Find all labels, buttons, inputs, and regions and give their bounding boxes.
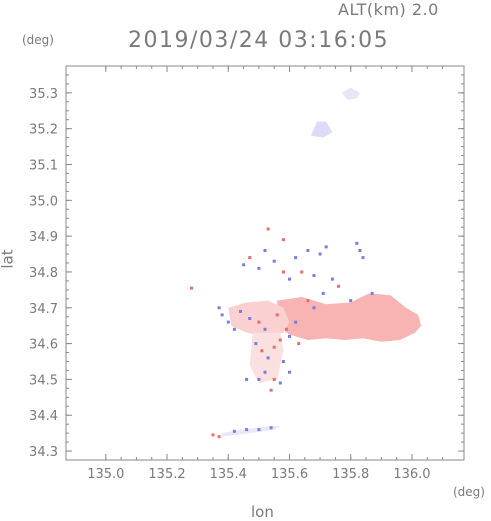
echo-region-south-strip xyxy=(222,426,281,437)
y-tick-label: 35.2 xyxy=(29,123,58,138)
echo-cell xyxy=(281,238,285,242)
echo-cell xyxy=(272,259,276,263)
echo-cell xyxy=(232,327,236,331)
y-ticks: 34.3 34.4 34.5 34.6 34.7 34.8 34.9 35.0 35.1 35.2… xyxy=(29,74,464,460)
echo-cell xyxy=(318,252,322,256)
echo-cell xyxy=(361,256,365,260)
echo-region-ne-cloud-2 xyxy=(310,121,333,138)
x-axis-label: lon xyxy=(251,503,274,521)
altitude-label: ALT(km) 2.0 xyxy=(338,0,439,19)
plot-frame xyxy=(65,65,465,461)
echo-region-south-plume xyxy=(249,332,284,383)
echo-cell xyxy=(269,426,273,430)
echo-cell xyxy=(254,342,258,346)
timestamp-title: 2019/03/24 03:16:05 xyxy=(128,28,390,53)
y-tick-label: 35.3 xyxy=(29,87,58,102)
echo-cell xyxy=(260,349,264,353)
y-tick-label: 35.1 xyxy=(29,159,58,174)
y-tick-label: 34.8 xyxy=(29,266,58,281)
echo-cell xyxy=(257,428,261,432)
echo-cell xyxy=(220,313,224,317)
echo-cell xyxy=(312,306,316,310)
x-ticks: 135.0 135.2 135.4 135.6 135.8 136.0 xyxy=(87,66,444,482)
y-tick-label: 34.3 xyxy=(29,445,58,460)
x-tick-label: 135.4 xyxy=(210,467,247,482)
echo-cell xyxy=(281,360,285,363)
echo-cell xyxy=(306,299,310,303)
x-tick-label: 135.8 xyxy=(332,467,369,482)
y-tick-label: 35.0 xyxy=(29,194,58,209)
echo-cell xyxy=(275,313,279,317)
x-tick-label: 136.0 xyxy=(393,467,430,482)
echo-cell xyxy=(288,277,291,281)
echo-cell xyxy=(257,377,261,381)
echo-regions xyxy=(222,87,422,437)
echo-cell xyxy=(257,320,261,324)
echo-cell xyxy=(211,433,215,437)
echo-cell xyxy=(245,428,249,432)
echo-cell xyxy=(337,284,340,288)
echo-cell xyxy=(245,377,249,381)
echo-cell xyxy=(278,381,282,385)
y-tick-label: 34.7 xyxy=(29,302,58,317)
y-tick-label: 34.9 xyxy=(29,230,58,245)
echo-cell xyxy=(263,370,267,374)
echo-region-ne-cloud-1 xyxy=(341,87,360,100)
echo-cell xyxy=(278,338,282,342)
echo-cell xyxy=(242,263,246,267)
y-tick-label: 34.4 xyxy=(29,409,58,424)
echo-cells xyxy=(190,227,374,439)
echo-cell xyxy=(300,270,304,274)
echo-cell xyxy=(266,356,270,360)
echo-cell xyxy=(349,299,353,303)
echo-cell xyxy=(232,429,236,433)
x-tick-label: 135.2 xyxy=(148,467,185,482)
echo-cell xyxy=(226,320,230,324)
echo-cell xyxy=(294,320,298,324)
echo-cell xyxy=(306,249,310,252)
echo-cell xyxy=(263,249,267,252)
echo-cell xyxy=(321,291,325,295)
y-tick-label: 34.6 xyxy=(29,338,58,353)
echo-cell xyxy=(281,270,285,274)
echo-cell xyxy=(370,291,374,295)
echo-cell xyxy=(190,286,193,290)
echo-cell xyxy=(324,245,328,249)
echo-cell xyxy=(312,274,316,277)
y-tick-label: 34.5 xyxy=(29,373,58,388)
echo-cell xyxy=(297,342,301,346)
echo-cell xyxy=(272,345,276,349)
echo-cell xyxy=(288,334,291,338)
echo-cell xyxy=(217,306,221,310)
x-unit-label: (deg) xyxy=(453,485,485,499)
echo-cell xyxy=(217,435,221,439)
echo-cell xyxy=(294,256,298,260)
echo-cell xyxy=(330,277,334,281)
echo-cell xyxy=(248,256,252,260)
echo-cell xyxy=(284,327,288,331)
echo-cell xyxy=(248,317,252,320)
x-tick-label: 135.0 xyxy=(87,467,124,482)
echo-cell xyxy=(269,388,273,392)
echo-region-main-west xyxy=(228,300,290,337)
echo-cell xyxy=(257,266,261,270)
echo-cell xyxy=(272,377,276,381)
echo-cell xyxy=(355,241,359,245)
echo-cell xyxy=(266,227,270,231)
echo-region-main-east xyxy=(277,293,422,342)
echo-cell xyxy=(263,327,267,331)
echo-cell xyxy=(358,249,362,252)
x-tick-label: 135.6 xyxy=(271,467,308,482)
y-unit-label: (deg) xyxy=(22,33,54,47)
echo-cell xyxy=(239,309,242,313)
echo-cell xyxy=(288,370,291,374)
